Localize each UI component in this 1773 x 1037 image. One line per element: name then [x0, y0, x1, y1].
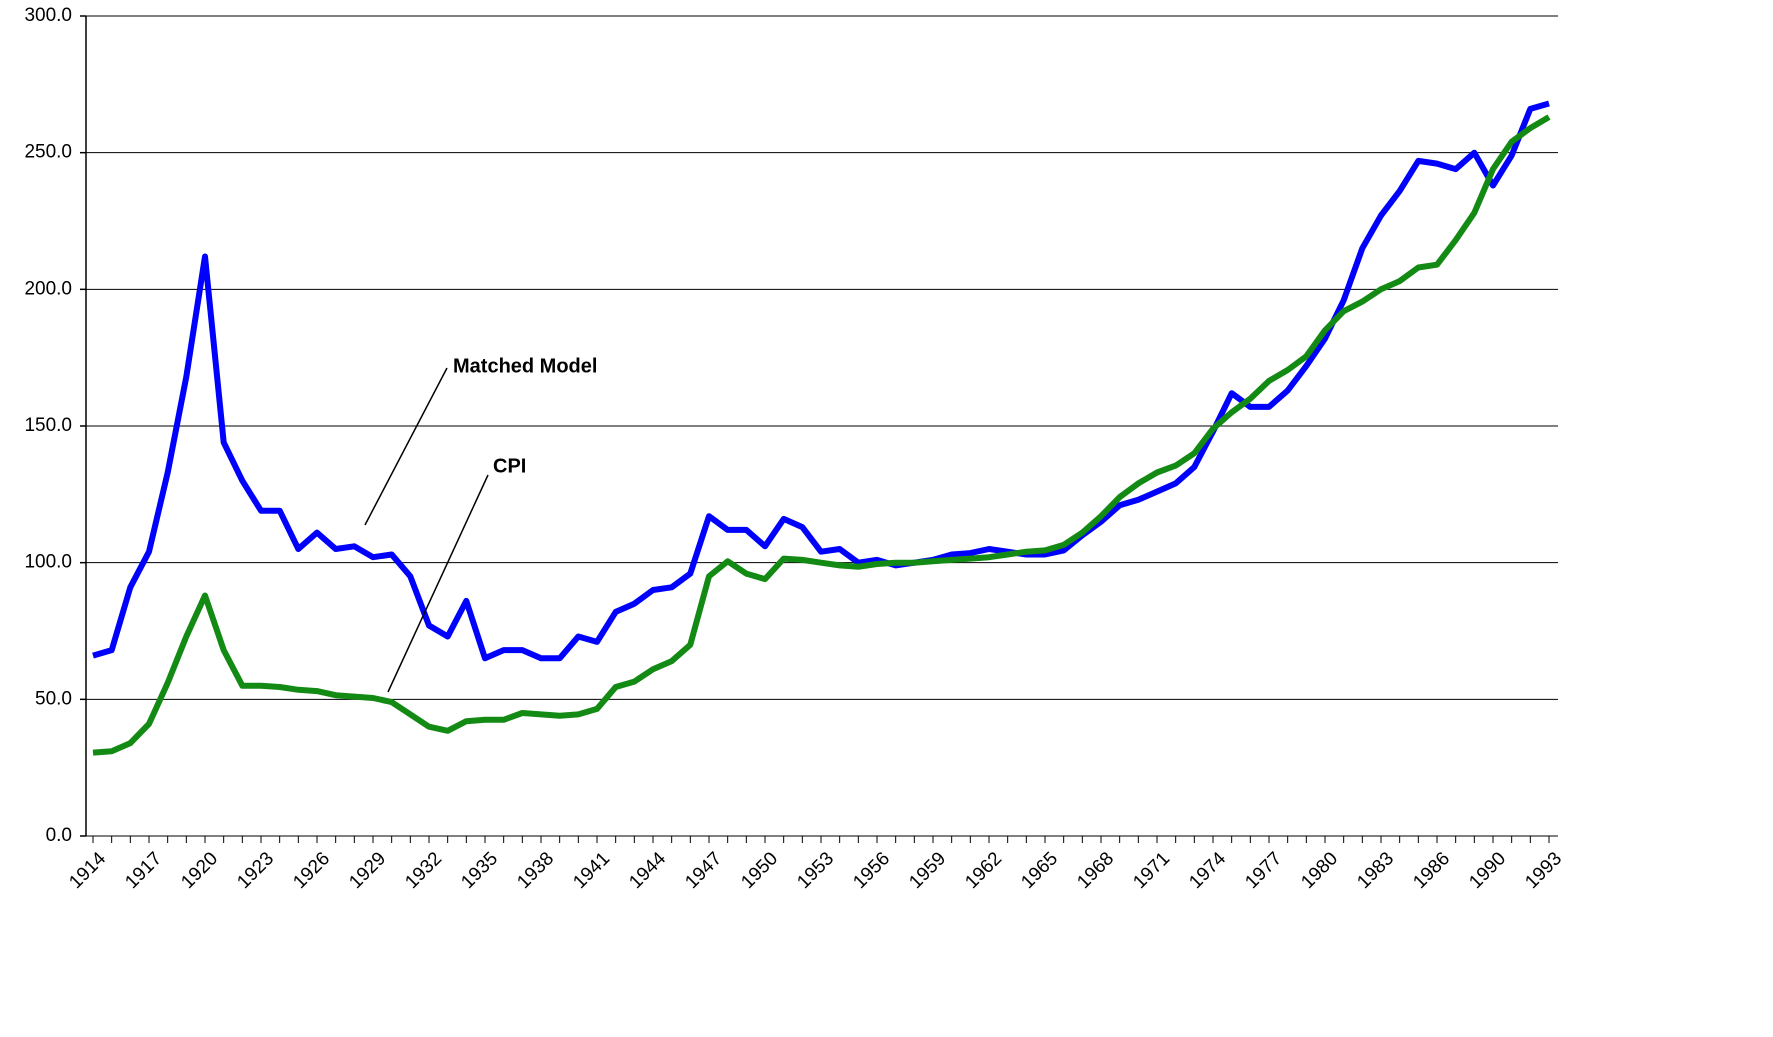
x-tick-label: 1971 — [1129, 848, 1174, 893]
x-tick-label: 1953 — [793, 848, 838, 893]
y-tick-label: 300.0 — [24, 5, 72, 26]
leader-line — [364, 367, 448, 526]
y-tick-label: 100.0 — [24, 552, 72, 573]
y-tick-label: 150.0 — [24, 415, 72, 436]
grid — [86, 15, 1558, 837]
x-tick-label: 1935 — [457, 848, 502, 893]
x-tick-label: 1965 — [1017, 848, 1062, 893]
x-tick-label: 1923 — [233, 848, 278, 893]
x-tick-label: 1920 — [177, 848, 222, 893]
x-tick-label: 1914 — [65, 848, 110, 893]
x-tick-label: 1968 — [1073, 848, 1118, 893]
x-tick-label: 1917 — [121, 848, 166, 893]
y-tick-label: 0.0 — [46, 825, 72, 846]
annotation: Matched Model — [453, 355, 597, 377]
series-line — [92, 100, 1550, 662]
x-tick-label: 1974 — [1185, 848, 1230, 893]
series-line — [92, 114, 1551, 756]
x-tick-label: 1986 — [1409, 848, 1454, 893]
y-tick-label: 250.0 — [24, 142, 72, 163]
x-tick-label: 1980 — [1297, 848, 1342, 893]
annotation: CPI — [493, 455, 526, 477]
x-tick-label: 1941 — [569, 848, 614, 893]
x-tick-label: 1932 — [401, 848, 446, 893]
x-tick-label: 1956 — [849, 848, 894, 893]
y-tick-label: 50.0 — [35, 688, 72, 709]
x-tick-label: 1962 — [961, 848, 1006, 893]
y-tick-label: 200.0 — [24, 278, 72, 299]
x-tick-label: 1929 — [345, 848, 390, 893]
x-tick-label: 1938 — [513, 848, 558, 893]
x-tick-label: 1947 — [681, 848, 726, 893]
x-tick-label: 1926 — [289, 848, 334, 893]
x-tick-label: 1950 — [737, 848, 782, 893]
x-tick-label: 1983 — [1353, 848, 1398, 893]
leader-line — [387, 474, 489, 693]
x-tick-label: 1944 — [625, 848, 670, 893]
lines — [92, 100, 1551, 756]
x-tick-label: 1990 — [1465, 848, 1510, 893]
x-tick-label: 1959 — [905, 848, 950, 893]
x-tick-label: 1977 — [1241, 848, 1286, 893]
x-tick-label: 1993 — [1521, 848, 1566, 893]
